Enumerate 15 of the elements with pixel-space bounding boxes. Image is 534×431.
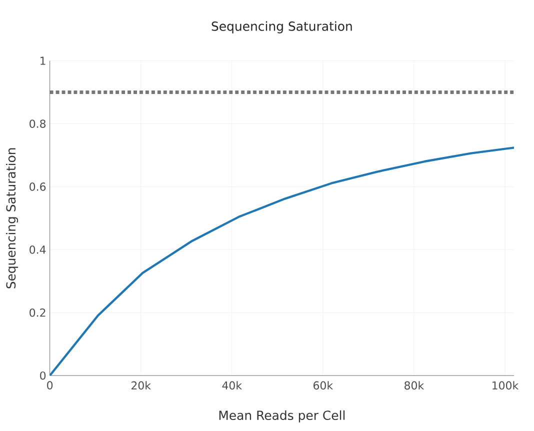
x-tick-label: 20k [131,380,151,390]
x-tick-label: 0 [47,380,53,390]
x-tick-label: 40k [222,380,242,390]
x-tick-label: 60k [314,380,334,390]
chart-title: Sequencing Saturation [212,21,352,34]
y-axis-title: Sequencing Saturation [6,148,18,288]
y-tick-label: 0.4 [30,245,46,254]
y-tick-label: 0.6 [30,182,46,191]
y-tick-label: 0 [40,371,46,380]
y-tick-label: 1 [40,56,46,65]
y-tick-label: 0.8 [30,119,46,128]
x-tick-label: 100k [492,380,519,390]
x-axis-title: Mean Reads per Cell [219,410,345,422]
y-tick-label: 0.2 [30,308,46,317]
x-tick-label: 80k [404,380,424,390]
